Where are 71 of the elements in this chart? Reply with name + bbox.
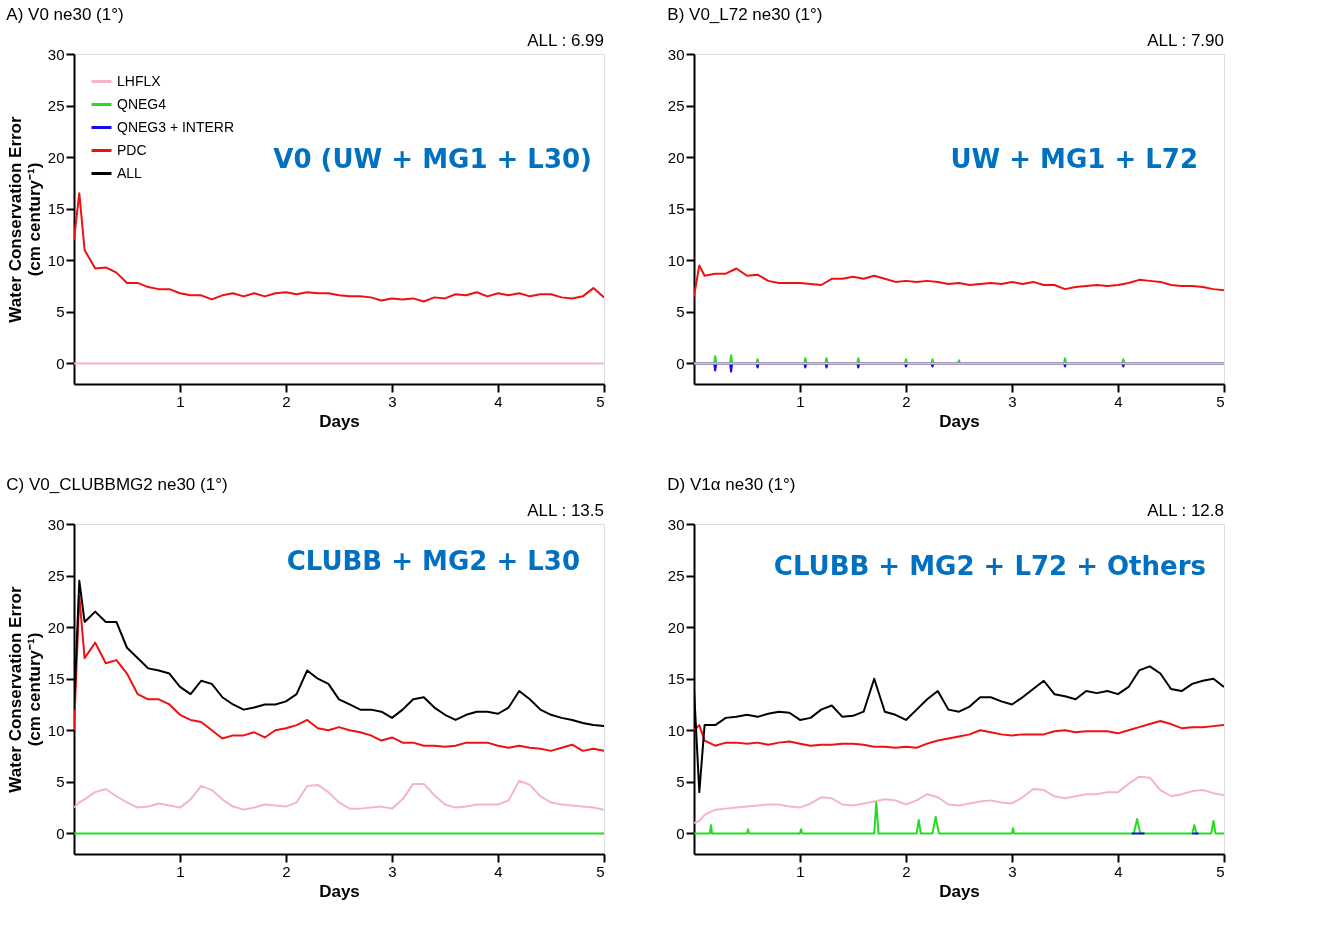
y-tick-label: 25 [47, 567, 65, 585]
legend-label: ALL [117, 164, 143, 181]
legend-label: PDC [117, 141, 147, 158]
y-tick-label: 15 [47, 670, 65, 688]
x-tick-label: 4 [1114, 392, 1123, 410]
y-tick-label: 10 [667, 721, 685, 739]
x-tick-label: 1 [796, 392, 805, 410]
legend-label: LHFLX [117, 72, 162, 89]
x-axis-title: Days [319, 411, 360, 431]
chart-title: B) V0_L72 ne30 (1°) [667, 5, 823, 24]
y-tick-label: 10 [667, 251, 685, 269]
y-tick-label: 30 [47, 515, 65, 533]
y-tick-label: 20 [47, 148, 65, 166]
y-tick-label: 15 [667, 200, 685, 218]
y-tick-label: 20 [47, 618, 65, 636]
annotation: V0 (UW + MG1 + L30) [273, 144, 592, 174]
y-tick-label: 0 [676, 354, 685, 372]
x-tick-label: 3 [388, 862, 397, 880]
text: ALL : 7.90 [1147, 31, 1224, 50]
x-tick-label: 1 [796, 862, 805, 880]
x-tick-label: 4 [494, 392, 503, 410]
text: ALL : 6.99 [527, 31, 604, 50]
x-tick-label: 2 [282, 392, 291, 410]
x-axis-title: Days [939, 411, 980, 431]
x-tick-label: 1 [176, 392, 185, 410]
y-tick-label: 0 [56, 824, 65, 842]
y-axis-title: Water Conservation Error (cm century⁻¹) [5, 585, 44, 793]
text: ALL : 12.8 [1147, 501, 1224, 520]
x-tick-label: 5 [1216, 392, 1225, 410]
x-tick-label: 2 [902, 392, 911, 410]
x-tick-label: 5 [596, 862, 605, 880]
x-axis-title: Days [319, 881, 360, 901]
x-tick-label: 4 [494, 862, 503, 880]
chart-title: C) V0_CLUBBMG2 ne30 (1°) [6, 475, 228, 494]
y-tick-label: 0 [56, 354, 65, 372]
legend-label: QNEG3 + INTERR [117, 118, 235, 135]
legend-label: QNEG4 [117, 95, 167, 112]
y-axis-title: Water Conservation Error (cm century⁻¹) [5, 115, 44, 323]
y-tick-label: 5 [676, 303, 685, 321]
y-tick-label: 10 [47, 721, 65, 739]
y-tick-label: 20 [667, 618, 685, 636]
y-tick-label: 10 [47, 251, 65, 269]
x-tick-label: 3 [1008, 392, 1017, 410]
annotation: CLUBB + MG2 + L72 + Others [773, 551, 1206, 581]
x-tick-label: 5 [596, 392, 605, 410]
y-tick-label: 0 [676, 824, 685, 842]
x-tick-label: 4 [1114, 862, 1123, 880]
y-tick-label: 5 [56, 303, 65, 321]
x-tick-label: 3 [1008, 862, 1017, 880]
chart-title: A) V0 ne30 (1°) [6, 5, 124, 24]
x-tick-label: 2 [902, 862, 911, 880]
y-tick-label: 30 [667, 515, 685, 533]
x-tick-label: 5 [1216, 862, 1225, 880]
y-tick-label: 20 [667, 148, 685, 166]
x-axis-title: Days [939, 881, 980, 901]
y-tick-label: 5 [676, 773, 685, 791]
annotation: UW + MG1 + L72 [950, 144, 1198, 174]
y-tick-label: 5 [56, 773, 65, 791]
x-tick-label: 1 [176, 862, 185, 880]
y-tick-label: 15 [47, 200, 65, 218]
y-tick-label: 25 [667, 567, 685, 585]
text: ALL : 13.5 [527, 501, 604, 520]
y-tick-label: 25 [47, 97, 65, 115]
x-tick-label: 2 [282, 862, 291, 880]
x-tick-label: 3 [388, 392, 397, 410]
y-tick-label: 30 [667, 45, 685, 63]
y-tick-label: 30 [47, 45, 65, 63]
y-tick-label: 15 [667, 670, 685, 688]
y-tick-label: 25 [667, 97, 685, 115]
annotation: CLUBB + MG2 + L30 [286, 546, 580, 576]
chart-title: D) V1α ne30 (1°) [667, 475, 796, 494]
